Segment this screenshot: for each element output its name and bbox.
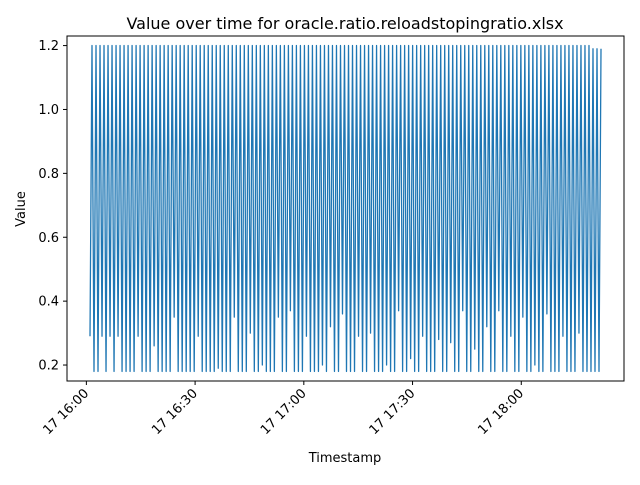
y-axis-label: Value: [14, 191, 29, 227]
chart-title: Value over time for oracle.ratio.reloads…: [126, 14, 563, 33]
x-axis-label: Timestamp: [308, 451, 382, 466]
y-tick-label: 0.6: [38, 231, 59, 246]
y-tick-label: 1.2: [38, 39, 59, 54]
y-tick-label: 0.2: [38, 359, 59, 374]
series-line-0: [89, 44, 602, 373]
y-tick-label: 0.4: [38, 295, 59, 310]
plot-frame: [66, 35, 625, 382]
series-layer: [89, 44, 602, 373]
y-tick-label: 1.0: [38, 103, 59, 118]
y-axis-ticks: 0.2 0.4 0.6 0.8 1.0 1.2: [38, 39, 67, 374]
y-tick-label: 0.8: [38, 167, 59, 182]
